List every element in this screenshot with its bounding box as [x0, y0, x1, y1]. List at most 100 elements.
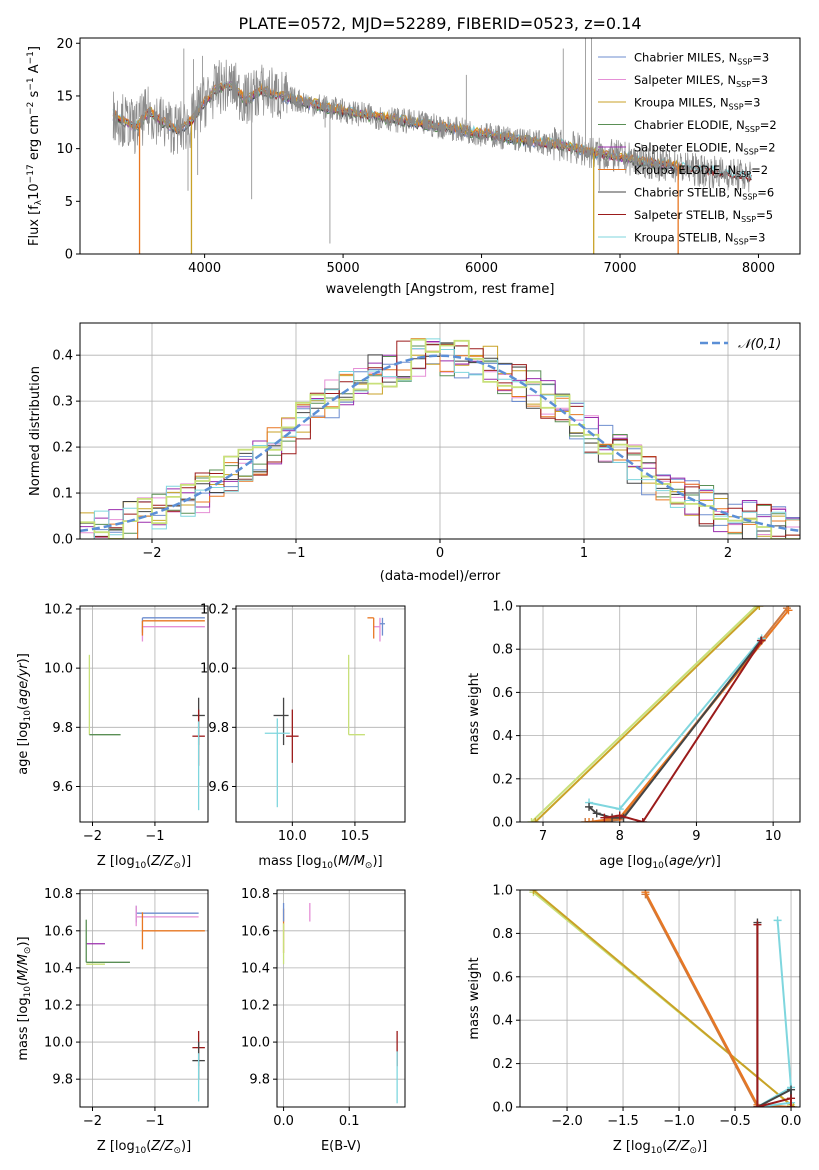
mass-weight-marker — [615, 811, 624, 820]
y-tick-label: 0.2 — [492, 772, 513, 787]
legend-entry: Kroupa MILES, NSSP=3 — [634, 96, 760, 112]
y-tick-label: 9.8 — [249, 1073, 270, 1088]
y-tick-label: 10.6 — [241, 924, 270, 939]
mass-weight-marker — [787, 1085, 796, 1094]
age-vs-metallicity-panel: −2 −1 9.6 9.8 10.0 10.2 Z [log10(Z/Z⊙)] age [lo… — [16, 602, 209, 871]
y-tick-label: 0.0 — [492, 816, 513, 831]
y-tick-label: 0.4 — [492, 1014, 513, 1029]
y-tick-label: 9.8 — [52, 721, 73, 736]
x-axis-label: Z [log10(Z/Z⊙)] — [613, 1139, 707, 1156]
y-tick-label: 9.6 — [52, 780, 73, 795]
x-tick-label: 0.0 — [781, 1114, 802, 1129]
mass-weight-series-6 — [588, 639, 762, 819]
age-vs-mass-panel: 10.0 10.5 9.6 9.8 10.0 10.2 mass [log10(M/M⊙)] — [200, 602, 406, 871]
x-tick-label: 0.1 — [339, 1114, 360, 1129]
y-tick-label: 10.2 — [44, 998, 73, 1013]
y-axis-label: mass weight — [467, 957, 482, 1039]
y-axis-label: Normed distribution — [28, 366, 43, 496]
x-tick-label: 0 — [436, 546, 444, 561]
legend-entry: Chabrier ELODIE, NSSP=2 — [634, 118, 777, 134]
spectrum-panel: 4000 5000 6000 7000 8000 0 5 10 15 20 wavelength [… — [26, 37, 801, 297]
mass-weight-series-9 — [530, 606, 757, 822]
mass-weight-marker — [638, 818, 647, 822]
y-tick-label: 10.0 — [241, 1036, 270, 1051]
x-tick-label: 4000 — [188, 261, 221, 276]
y-tick-label: 0.6 — [492, 686, 513, 701]
y-axis-label: Flux [fλ10−17 erg cm−2 s−1 A−1] — [26, 46, 44, 246]
y-tick-label: 0.3 — [52, 395, 73, 410]
mass-Z-plot-area — [80, 890, 208, 1107]
y-tick-label: 0.8 — [492, 927, 513, 942]
mass-weight-marker — [527, 818, 536, 822]
x-tick-label: −2.0 — [551, 1114, 583, 1129]
legend-entry: Salpeter MILES, NSSP=3 — [634, 73, 768, 89]
x-tick-label: −1 — [145, 1114, 164, 1129]
mass-weight-series-7 — [756, 924, 792, 1107]
x-tick-label: 10.0 — [278, 829, 307, 844]
x-tick-label: −0.5 — [719, 1114, 751, 1129]
mass-weight-marker — [581, 818, 590, 822]
x-tick-label: 10 — [765, 829, 782, 844]
y-tick-label: 10.2 — [44, 602, 73, 617]
age-mass-axes-frame — [235, 605, 406, 823]
y-tick-label: 0.1 — [52, 487, 73, 502]
y-axis-label: mass weight — [467, 673, 482, 755]
y-tick-label: 10.4 — [44, 961, 73, 976]
mass-Z-axes-frame — [79, 889, 209, 1108]
weight-Z-axes-frame — [519, 889, 801, 1108]
x-axis-label: age [log10(age/yr)] — [599, 854, 721, 871]
x-tick-label: −1.5 — [607, 1114, 639, 1129]
spectrum-axes-frame — [79, 37, 801, 255]
x-tick-label: 10.5 — [340, 829, 369, 844]
mass-vs-ebv-panel: 0.0 0.1 9.8 10.0 10.2 10.4 10.6 10.8 E(B-V) — [241, 887, 406, 1154]
y-tick-label: 1.0 — [492, 884, 513, 899]
y-tick-label: 0.8 — [492, 643, 513, 658]
x-tick-label: 5000 — [327, 261, 360, 276]
mass-EBV-axes-frame — [276, 889, 406, 1108]
y-tick-label: 10.0 — [200, 662, 229, 677]
mass-weight-marker — [789, 1103, 798, 1107]
residual-histogram-9 — [80, 338, 800, 539]
y-tick-label: 0.4 — [52, 349, 73, 364]
mass-EBV-plot-area — [277, 890, 405, 1107]
y-tick-label: 0.6 — [492, 970, 513, 985]
x-tick-label: −1 — [145, 829, 164, 844]
y-tick-label: 20 — [56, 37, 73, 52]
legend-entry: Chabrier MILES, NSSP=3 — [634, 51, 769, 67]
y-tick-label: 0.0 — [52, 533, 73, 548]
x-tick-label: 6000 — [465, 261, 498, 276]
x-tick-label: 2 — [724, 546, 732, 561]
y-tick-label: 10 — [56, 142, 73, 157]
x-axis-label: E(B-V) — [321, 1139, 361, 1154]
mass-weight-marker — [600, 813, 609, 822]
y-axis-label: mass [log10(M/M⊙)] — [16, 936, 33, 1060]
mass-weight-series-7 — [604, 640, 763, 822]
weight-age-plot-area — [520, 606, 800, 822]
x-tick-label: 9 — [692, 829, 700, 844]
legend-entry: Chabrier STELIB, NSSP=6 — [634, 186, 774, 202]
x-axis-label: wavelength [Angstrom, rest frame] — [326, 282, 555, 297]
mass-weight-marker — [787, 1094, 796, 1103]
x-tick-label: 7 — [539, 829, 547, 844]
mass-weight-series-2 — [534, 606, 760, 822]
x-tick-label: 0.0 — [273, 1114, 294, 1129]
mass-weight-marker — [753, 1103, 762, 1107]
mass-weight-marker — [588, 818, 597, 822]
y-tick-label: 0 — [65, 248, 73, 263]
residuals-plot-area — [80, 323, 800, 539]
x-axis-label: mass [log10(M/M⊙)] — [258, 854, 382, 871]
age-Z-plot-area — [80, 606, 208, 822]
y-tick-label: 0.2 — [52, 441, 73, 456]
mass-weight-marker — [753, 920, 762, 929]
y-tick-label: 10.0 — [44, 1036, 73, 1051]
mass-weight-series-5 — [644, 891, 792, 1107]
legend-entry: Salpeter STELIB, NSSP=5 — [634, 208, 773, 224]
y-axis-label: age [log10(age/yr)] — [16, 653, 33, 775]
x-tick-label: −2 — [83, 1114, 102, 1129]
x-axis-label: Z [log10(Z/Z⊙)] — [97, 1139, 191, 1156]
residual-histogram-5 — [80, 338, 800, 539]
y-tick-label: 0.4 — [492, 729, 513, 744]
mass-weight-marker — [787, 1103, 796, 1107]
